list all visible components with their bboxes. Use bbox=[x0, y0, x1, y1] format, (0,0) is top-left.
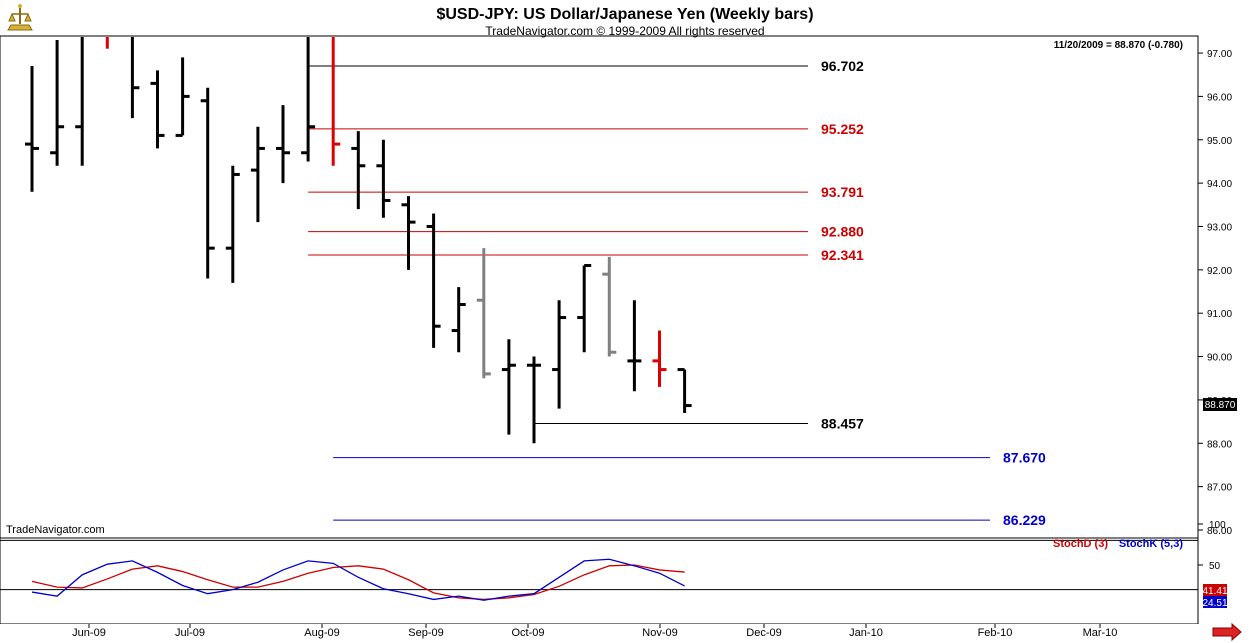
ohlc-bar bbox=[250, 126, 265, 223]
time-tick-label: Mar-10 bbox=[1083, 627, 1118, 639]
time-tick-label: Dec-09 bbox=[746, 627, 781, 639]
price-tick-label: 97.00 bbox=[1207, 49, 1232, 60]
stochastic-panel-frame bbox=[0, 537, 1199, 625]
ohlc-bar bbox=[501, 339, 516, 435]
last-quote-label: 11/20/2009 = 88.870 (-0.780) bbox=[1054, 40, 1183, 51]
ohlc-bar bbox=[130, 37, 140, 119]
price-panel-frame bbox=[0, 35, 1199, 539]
ohlc-bar bbox=[50, 40, 65, 166]
time-axis: Jun-09 Jul-09 Aug-09 Sep-09 Oct-09 Nov-09 Dec-… bbox=[72, 624, 1117, 639]
price-badge: 88.870 bbox=[1203, 398, 1237, 411]
ohlc-bar bbox=[552, 300, 567, 409]
level-label: 93.791 bbox=[821, 184, 864, 200]
level-label: 86.229 bbox=[1003, 512, 1046, 528]
ohlc-bar bbox=[225, 165, 240, 283]
price-tick-label: 86.00 bbox=[1207, 526, 1232, 537]
price-axis: 86.0087.0088.0089.0090.0091.0092.0093.00… bbox=[1198, 49, 1232, 537]
level-lines: 96.702 95.252 93.791 92.880 92.341 88.457 87.6… bbox=[308, 58, 1046, 528]
ohlc-bar bbox=[351, 131, 366, 210]
ohlc-bar bbox=[476, 248, 491, 379]
stoch-tick-label: 50 bbox=[1209, 561, 1221, 572]
price-tick-label: 88.00 bbox=[1207, 439, 1232, 450]
level-label: 92.341 bbox=[821, 247, 864, 263]
ohlc-bar bbox=[652, 330, 667, 387]
stoch-value-badge bbox=[1203, 596, 1227, 608]
stoch-tick-label: 100 bbox=[1209, 520, 1226, 531]
time-axis-strip bbox=[0, 624, 1250, 643]
chart-subtitle: TradeNavigator.com © 1999-2009 All right… bbox=[485, 24, 764, 38]
ohlc-bar bbox=[75, 37, 84, 166]
ohlc-bars bbox=[25, 37, 692, 444]
stoch-value-label: 24.51 bbox=[1202, 598, 1227, 609]
time-tick-label: Oct-09 bbox=[511, 627, 544, 639]
stoch-value-label: 41.41 bbox=[1202, 586, 1227, 597]
time-tick-label: Aug-09 bbox=[304, 627, 339, 639]
ohlc-bar bbox=[401, 196, 416, 270]
legend-stoch-k: StochK (5,3) bbox=[1119, 538, 1184, 550]
ohlc-bar bbox=[376, 139, 391, 218]
time-tick-label: Jan-10 bbox=[849, 627, 883, 639]
level-label: 95.252 bbox=[821, 121, 864, 137]
level-label: 87.670 bbox=[1003, 450, 1046, 466]
legend-stoch-d: StochD (3) bbox=[1053, 538, 1108, 550]
price-tick-label: 95.00 bbox=[1207, 136, 1232, 147]
time-tick-label: Feb-10 bbox=[978, 627, 1013, 639]
level-label: 96.702 bbox=[821, 58, 864, 74]
time-tick-label: Jun-09 bbox=[72, 627, 106, 639]
level-label: 92.880 bbox=[821, 224, 864, 240]
ohlc-bar bbox=[426, 213, 441, 348]
time-tick-label: Sep-09 bbox=[408, 627, 443, 639]
trade-navigator-logo-icon bbox=[4, 3, 36, 33]
ohlc-bar bbox=[150, 70, 165, 149]
level-label: 88.457 bbox=[821, 415, 864, 431]
watermark-label: TradeNavigator.com bbox=[6, 524, 105, 536]
ohlc-bar bbox=[577, 264, 592, 353]
price-tick-label: 93.00 bbox=[1207, 222, 1232, 233]
ohlc-bar bbox=[175, 57, 190, 137]
chart-title: $USD-JPY: US Dollar/Japanese Yen (Weekly… bbox=[436, 6, 813, 23]
stoch-series-line bbox=[31, 558, 685, 601]
price-tick-label: 90.00 bbox=[1207, 353, 1232, 364]
price-tick-label: 92.00 bbox=[1207, 266, 1232, 277]
time-tick-label: Nov-09 bbox=[642, 627, 677, 639]
time-tick-label: Jul-09 bbox=[175, 627, 205, 639]
ohlc-bar bbox=[25, 66, 39, 192]
ohlc-bar bbox=[276, 105, 290, 184]
ohlc-bar bbox=[200, 87, 215, 279]
stochastic-axis: 100 50 bbox=[0, 520, 1226, 591]
price-tick-label: 96.00 bbox=[1207, 92, 1232, 103]
price-badge-label: 88.870 bbox=[1205, 400, 1236, 411]
scroll-right-arrow-icon[interactable] bbox=[1212, 622, 1242, 642]
ohlc-bar bbox=[301, 37, 316, 162]
ohlc-bar bbox=[602, 256, 617, 357]
price-tick-label: 94.00 bbox=[1207, 179, 1232, 190]
stoch-series-line bbox=[31, 564, 685, 601]
ohlc-bar bbox=[331, 37, 341, 166]
stoch-value-badge bbox=[1203, 584, 1227, 596]
price-tick-label: 91.00 bbox=[1207, 309, 1232, 320]
ohlc-bar bbox=[527, 356, 541, 444]
price-tick-label: 87.00 bbox=[1207, 483, 1232, 494]
ohlc-bar bbox=[677, 368, 692, 413]
ohlc-bar bbox=[451, 287, 466, 353]
ohlc-bar bbox=[627, 300, 642, 392]
